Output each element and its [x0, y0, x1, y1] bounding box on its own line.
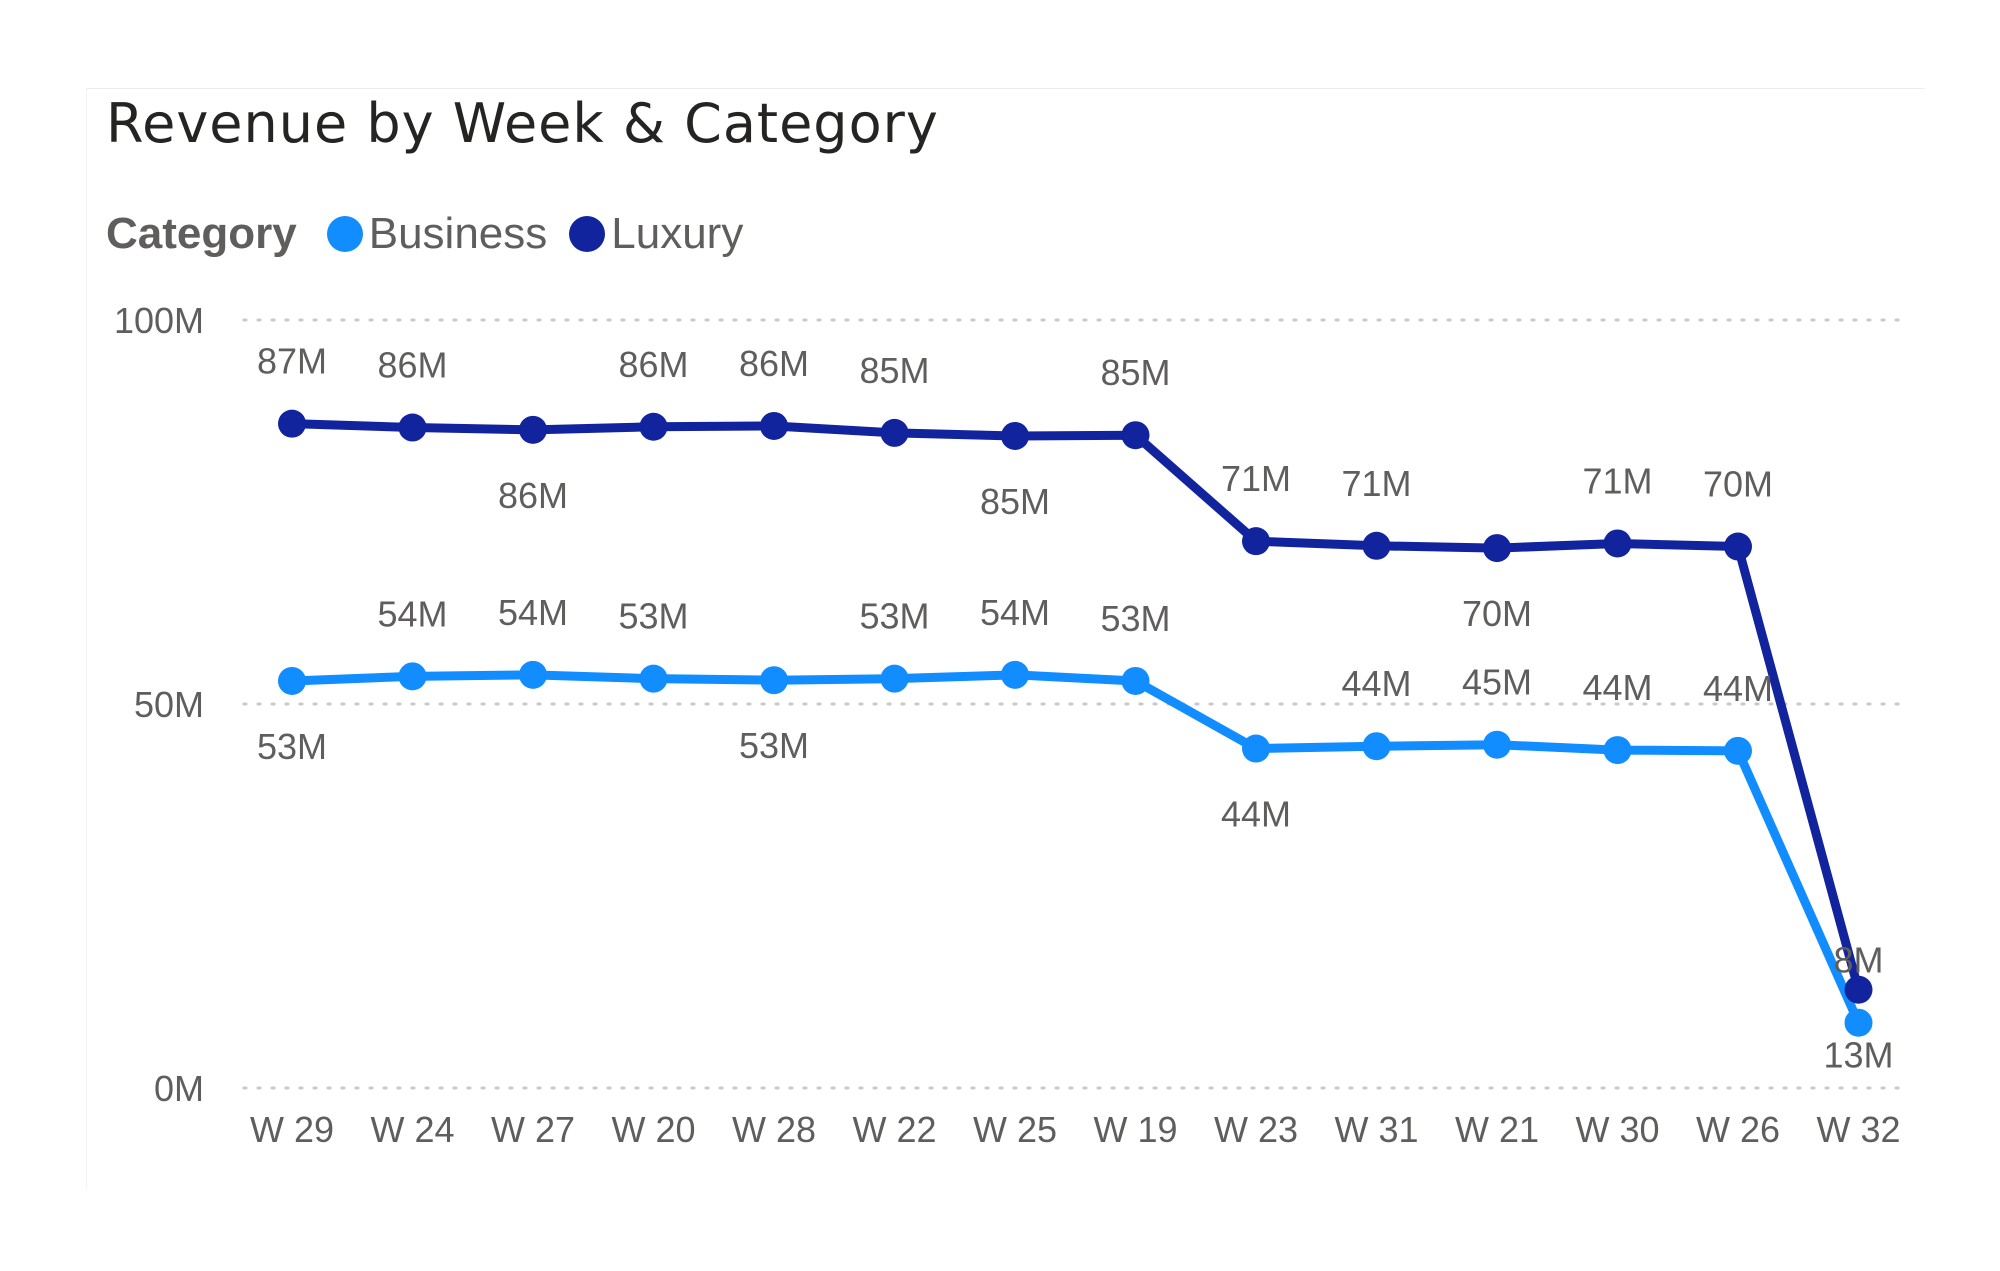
x-tick-label: W 20 — [611, 1109, 695, 1150]
x-tick-label: W 24 — [370, 1109, 454, 1150]
x-tick-label: W 25 — [973, 1109, 1057, 1150]
x-tick-label: W 28 — [732, 1109, 816, 1150]
data-point-luxury[interactable] — [880, 418, 909, 447]
data-label-luxury: 86M — [377, 345, 447, 386]
data-label-business: 53M — [257, 726, 327, 767]
data-point-business[interactable] — [880, 664, 909, 693]
data-point-business[interactable] — [398, 662, 427, 691]
x-axis: W 29 W 24 W 27 W 20 W 28 W 22 W 25 W 19 W 23 W 31… — [250, 1109, 1901, 1150]
data-point-business[interactable] — [278, 666, 306, 695]
data-point-business[interactable] — [760, 666, 788, 695]
data-label-luxury: 85M — [1100, 352, 1170, 393]
data-point-business[interactable] — [1724, 736, 1752, 765]
series-line-luxury — [287, 419, 1863, 995]
series-layer — [278, 409, 1873, 1037]
legend-title: Category — [106, 209, 297, 258]
legend: Category Business Luxury — [106, 204, 765, 264]
y-tick-label: 50M — [134, 684, 204, 725]
x-tick-label: W 27 — [491, 1109, 575, 1150]
chart-title: Revenue by Week & Category — [106, 92, 939, 155]
data-label-luxury: 85M — [980, 481, 1050, 522]
data-label-business: 44M — [1582, 667, 1652, 708]
x-tick-label: W 29 — [250, 1109, 334, 1150]
x-tick-label: W 26 — [1696, 1109, 1780, 1150]
x-tick-label: W 32 — [1816, 1109, 1900, 1150]
data-label-luxury: 71M — [1341, 463, 1411, 504]
data-point-luxury[interactable] — [1724, 532, 1752, 561]
data-label-business: 44M — [1703, 668, 1773, 709]
x-tick-label: W 23 — [1214, 1109, 1298, 1150]
y-tick-label: 100M — [114, 300, 204, 341]
data-point-luxury[interactable] — [639, 412, 668, 441]
data-label-business: 44M — [1341, 663, 1411, 704]
data-label-business: 45M — [1462, 662, 1532, 703]
data-point-business[interactable] — [639, 664, 668, 693]
data-labels: 53M 54M 54M 53M 53M 53M 54M 53M 44M 44M 45M 44M 44M 8… — [257, 341, 1894, 1076]
legend-label-luxury: Luxury — [611, 209, 744, 258]
data-label-business: 53M — [859, 596, 929, 637]
data-label-business: 53M — [1100, 598, 1170, 639]
data-label-business: 53M — [618, 596, 688, 637]
data-label-luxury: 86M — [498, 475, 568, 516]
data-point-luxury[interactable] — [278, 409, 306, 438]
x-tick-label: W 22 — [852, 1109, 936, 1150]
data-label-luxury: 70M — [1462, 593, 1532, 634]
data-label-business: 53M — [739, 725, 809, 766]
x-tick-label: W 31 — [1334, 1109, 1418, 1150]
data-label-business: 54M — [498, 592, 568, 633]
data-label-business: 44M — [1221, 794, 1291, 835]
data-point-luxury[interactable] — [1001, 421, 1029, 450]
data-point-business[interactable] — [1242, 734, 1270, 763]
legend-label-business: Business — [368, 209, 548, 258]
data-point-luxury[interactable] — [1603, 529, 1632, 558]
data-label-business: 54M — [377, 593, 447, 634]
data-point-business[interactable] — [1844, 1008, 1873, 1037]
data-point-business[interactable] — [1603, 736, 1632, 765]
y-tick-label: 0M — [154, 1068, 204, 1109]
data-label-business: 8M — [1833, 940, 1883, 981]
x-tick-label: W 30 — [1575, 1109, 1659, 1150]
legend-swatch-luxury — [569, 216, 606, 252]
legend-item-luxury[interactable]: Luxury — [569, 209, 743, 259]
data-label-luxury: 70M — [1703, 464, 1773, 505]
data-point-business[interactable] — [1121, 666, 1150, 695]
data-label-luxury: 71M — [1582, 460, 1652, 501]
x-tick-label: W 19 — [1093, 1109, 1177, 1150]
y-axis: 0M 50M 100M — [114, 300, 204, 1109]
legend-item-business[interactable]: Business — [326, 209, 548, 259]
data-point-business[interactable] — [1483, 730, 1511, 759]
data-point-business[interactable] — [1362, 732, 1391, 761]
data-point-luxury[interactable] — [1242, 527, 1270, 556]
data-point-luxury[interactable] — [1121, 421, 1150, 450]
data-point-business[interactable] — [1001, 660, 1029, 689]
data-point-luxury[interactable] — [398, 413, 427, 442]
data-point-luxury[interactable] — [1483, 534, 1511, 563]
data-label-luxury: 71M — [1221, 458, 1291, 499]
series-line-business — [287, 670, 1863, 1028]
x-tick-label: W 21 — [1455, 1109, 1539, 1150]
data-point-business[interactable] — [519, 660, 547, 689]
data-label-luxury: 13M — [1823, 1035, 1893, 1076]
data-label-business: 54M — [980, 592, 1050, 633]
data-label-luxury: 87M — [257, 341, 327, 382]
legend-swatch-business — [326, 216, 363, 252]
data-point-luxury[interactable] — [760, 411, 788, 440]
data-point-luxury[interactable] — [519, 415, 547, 444]
data-point-luxury[interactable] — [1844, 975, 1873, 1004]
data-point-luxury[interactable] — [1362, 531, 1391, 560]
data-label-luxury: 86M — [739, 343, 809, 384]
data-label-luxury: 85M — [859, 350, 929, 391]
data-label-luxury: 86M — [618, 344, 688, 385]
visual-card — [86, 88, 1925, 1189]
